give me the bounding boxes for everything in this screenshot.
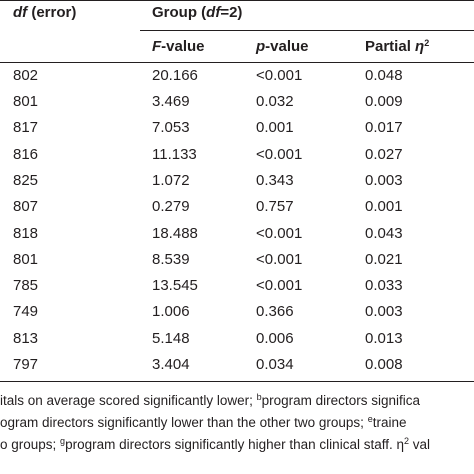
- eta-cell: 0.003: [365, 303, 403, 320]
- df-cell: 813: [13, 330, 39, 347]
- f-value-cell: 13.545: [152, 277, 198, 294]
- f-value-cell: 3.469: [152, 93, 190, 110]
- eta-cell: 0.017: [365, 119, 403, 136]
- f-value-cell: 5.148: [152, 330, 190, 347]
- footnote-line: o groups; gprogram directors significant…: [0, 436, 431, 453]
- f-value-cell: 8.539: [152, 251, 190, 268]
- df-cell: 817: [13, 119, 39, 136]
- df-cell: 825: [13, 172, 39, 189]
- p-value-cell: 0.757: [256, 198, 294, 215]
- df-cell: 797: [13, 356, 39, 373]
- p-value-cell: <0.001: [256, 225, 303, 242]
- f-value-cell: 20.166: [152, 67, 198, 84]
- p-value-cell: 0.366: [256, 303, 294, 320]
- header-f-value: F-value: [152, 38, 205, 55]
- group-underline: [140, 30, 474, 31]
- df-cell: 802: [13, 67, 39, 84]
- table-bottom-rule: [0, 381, 474, 382]
- p-value-cell: 0.001: [256, 119, 294, 136]
- header-partial-eta: Partial η2: [365, 38, 430, 55]
- header-group: Group (df=2): [152, 4, 243, 21]
- f-value-cell: 7.053: [152, 119, 190, 136]
- f-value-cell: 1.006: [152, 303, 190, 320]
- header-bottom-rule: [0, 62, 474, 63]
- eta-cell: 0.001: [365, 198, 403, 215]
- p-value-cell: <0.001: [256, 251, 303, 268]
- p-value-cell: 0.034: [256, 356, 294, 373]
- eta-cell: 0.008: [365, 356, 403, 373]
- eta-cell: 0.033: [365, 277, 403, 294]
- footnote-line: ogram directors significantly lower than…: [0, 414, 407, 431]
- eta-cell: 0.013: [365, 330, 403, 347]
- eta-cell: 0.027: [365, 146, 403, 163]
- p-value-cell: 0.032: [256, 93, 294, 110]
- table-top-rule: [0, 0, 474, 1]
- eta-cell: 0.043: [365, 225, 403, 242]
- footnote-line: itals on average scored significantly lo…: [0, 392, 420, 409]
- f-value-cell: 18.488: [152, 225, 198, 242]
- f-value-cell: 1.072: [152, 172, 190, 189]
- p-value-cell: <0.001: [256, 67, 303, 84]
- eta-cell: 0.003: [365, 172, 403, 189]
- eta-cell: 0.048: [365, 67, 403, 84]
- df-cell: 816: [13, 146, 39, 163]
- p-value-cell: <0.001: [256, 146, 303, 163]
- df-cell: 801: [13, 93, 39, 110]
- header-df-error: df (error): [13, 4, 77, 21]
- df-cell: 818: [13, 225, 39, 242]
- p-value-cell: 0.006: [256, 330, 294, 347]
- df-cell: 801: [13, 251, 39, 268]
- eta-cell: 0.009: [365, 93, 403, 110]
- df-cell: 749: [13, 303, 39, 320]
- df-cell: 807: [13, 198, 39, 215]
- f-value-cell: 0.279: [152, 198, 190, 215]
- header-p-value: p-value: [256, 38, 309, 55]
- df-cell: 785: [13, 277, 39, 294]
- p-value-cell: 0.343: [256, 172, 294, 189]
- f-value-cell: 11.133: [152, 146, 197, 163]
- eta-cell: 0.021: [365, 251, 403, 268]
- f-value-cell: 3.404: [152, 356, 190, 373]
- p-value-cell: <0.001: [256, 277, 303, 294]
